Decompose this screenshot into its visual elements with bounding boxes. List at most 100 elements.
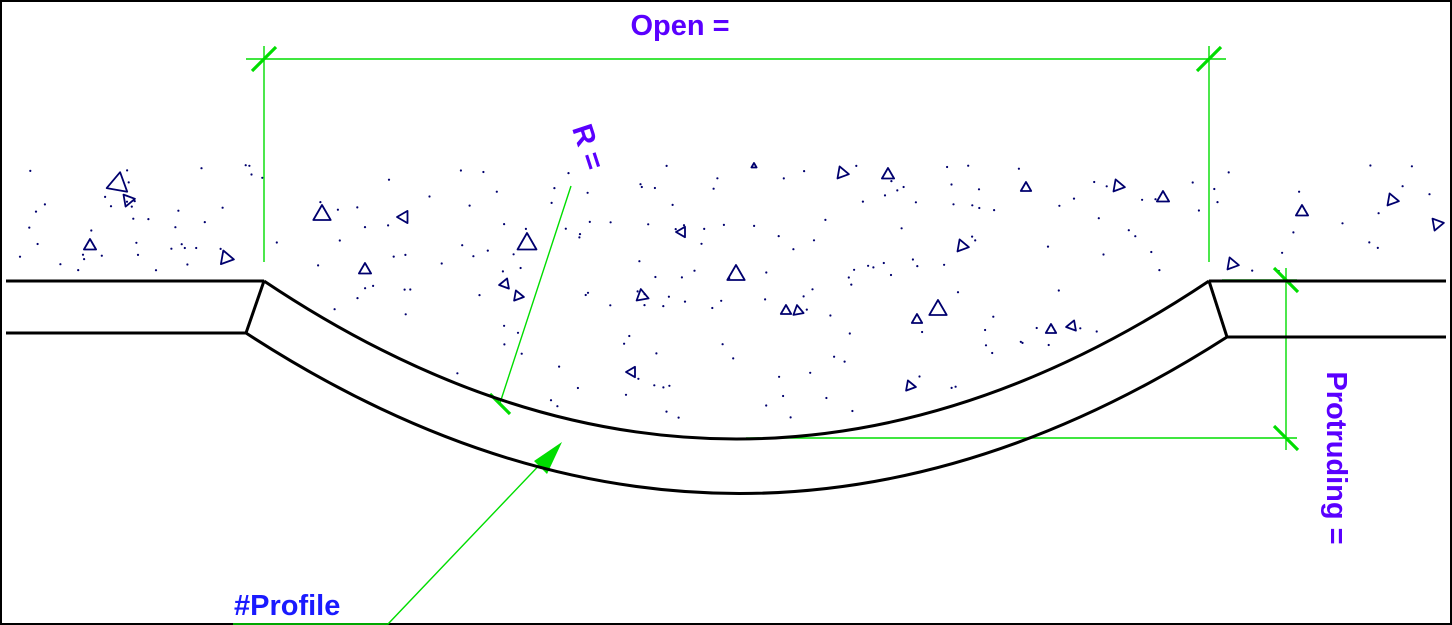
aggregate-dot [28, 226, 31, 229]
aggregate-dot [576, 386, 580, 390]
aggregate-dot [472, 255, 475, 258]
aggregate-dot [180, 243, 183, 246]
aggregate-dot [984, 344, 988, 347]
aggregate-dot [867, 264, 870, 267]
aggregate-triangle-icon [122, 193, 136, 208]
aggregate-dot [882, 261, 885, 265]
aggregate-dot [174, 226, 177, 229]
aggregate-dot [81, 253, 85, 256]
aggregate-dot [647, 223, 650, 226]
aggregate-triangle-icon [105, 171, 129, 193]
aggregate-dot [1154, 198, 1157, 201]
aggregate-dot [482, 170, 485, 174]
aggregate-dot [967, 164, 970, 167]
aggregate-dot [811, 288, 814, 291]
aggregate-dot [588, 220, 591, 223]
aggregate-dot [586, 291, 590, 294]
aggregate-dot [34, 210, 38, 213]
aggregate-dot [956, 291, 960, 294]
aggregate-dot [221, 206, 224, 209]
aggregate-triangle-icon [1112, 178, 1126, 193]
aggregate-dot [1047, 343, 1050, 347]
leader-arrowhead-icon [534, 442, 562, 474]
aggregate-dot [1292, 231, 1295, 234]
aggregate-dot [653, 186, 657, 190]
aggregate-dot [578, 236, 581, 239]
aggregate-dot [1072, 197, 1076, 200]
aggregate-dot [456, 372, 459, 375]
aggregate-dot [564, 227, 567, 230]
aggregate-dot [428, 195, 431, 198]
aggregate-dot [623, 342, 626, 345]
aggregate-dot [693, 269, 696, 272]
profile-end-right [1207, 280, 1229, 338]
aggregate-dot [848, 332, 851, 335]
aggregate-dot [665, 164, 668, 167]
aggregate-dot [792, 248, 795, 251]
aggregate-dot [43, 203, 47, 206]
aggregate-triangle-icon [956, 238, 970, 253]
aggregate-dot [219, 247, 222, 250]
aggregate-dot [640, 185, 643, 189]
aggregate-dot [132, 217, 135, 220]
aggregate-dot [643, 293, 646, 296]
aggregate-triangle-icon [836, 165, 850, 180]
aggregate-dot [952, 203, 955, 206]
aggregate-dot [653, 384, 656, 387]
aggregate-triangle-icon [83, 238, 97, 251]
aggregate-dot [459, 169, 462, 172]
aggregate-dot [512, 253, 515, 256]
aggregate-dot [853, 268, 856, 271]
aggregate-dot [782, 394, 785, 398]
aggregate-dot [319, 201, 322, 204]
radius-dimension-line [499, 185, 572, 404]
aggregate-triangle-icon [1431, 217, 1445, 232]
aggregate-dot [777, 235, 780, 238]
aggregate-dot [812, 239, 816, 242]
aggregate-dot [244, 164, 247, 167]
aggregate-dot [843, 360, 846, 363]
aggregate-dot [177, 209, 180, 212]
aggregate-dot [950, 386, 953, 389]
aggregate-dot [578, 233, 582, 236]
aggregate-dot [109, 205, 113, 208]
aggregate-dot [671, 203, 674, 206]
aggregate-dot [516, 331, 520, 334]
aggregate-dot [461, 244, 464, 247]
aggregate-dot [1216, 201, 1219, 204]
aggregate-dot [855, 164, 858, 167]
aggregate-triangle-icon [1226, 256, 1240, 271]
aggregate-dot [1298, 190, 1301, 193]
aggregate-dot [130, 205, 133, 208]
open-label: Open = [630, 10, 729, 42]
aggregate-dot [1251, 269, 1254, 272]
aggregate-dot [991, 351, 994, 355]
aggregate-dot [18, 255, 22, 258]
aggregate-dot [700, 242, 703, 245]
aggregate-dot [333, 308, 336, 311]
aggregate-triangle-icon [1156, 190, 1170, 203]
protruding-tick-bottom [1272, 424, 1300, 452]
aggregate-triangle-icon [1386, 192, 1400, 207]
aggregate-dot [503, 324, 506, 327]
aggregate-dot [677, 416, 680, 419]
aggregate-dot [1057, 289, 1060, 292]
aggregate-dot [1134, 235, 1137, 238]
aggregate-dot [896, 189, 899, 192]
aggregate-dot [125, 200, 129, 203]
aggregate-dot [628, 334, 631, 338]
aggregate-dot [992, 315, 995, 318]
aggregate-dot [732, 357, 735, 360]
aggregate-dot [1102, 253, 1105, 256]
aggregate-dot [721, 343, 724, 346]
aggregate-dot [703, 227, 706, 230]
aggregate-dot [586, 191, 589, 194]
aggregate-dot [364, 287, 367, 290]
aggregate-dot [549, 399, 553, 402]
aggregate-dot [847, 276, 850, 279]
aggregate-dot [503, 343, 506, 346]
aggregate-dot [136, 253, 140, 256]
aggregate-dot [468, 204, 471, 207]
open-tick-left [250, 45, 278, 73]
aggregate-dot [183, 246, 186, 250]
